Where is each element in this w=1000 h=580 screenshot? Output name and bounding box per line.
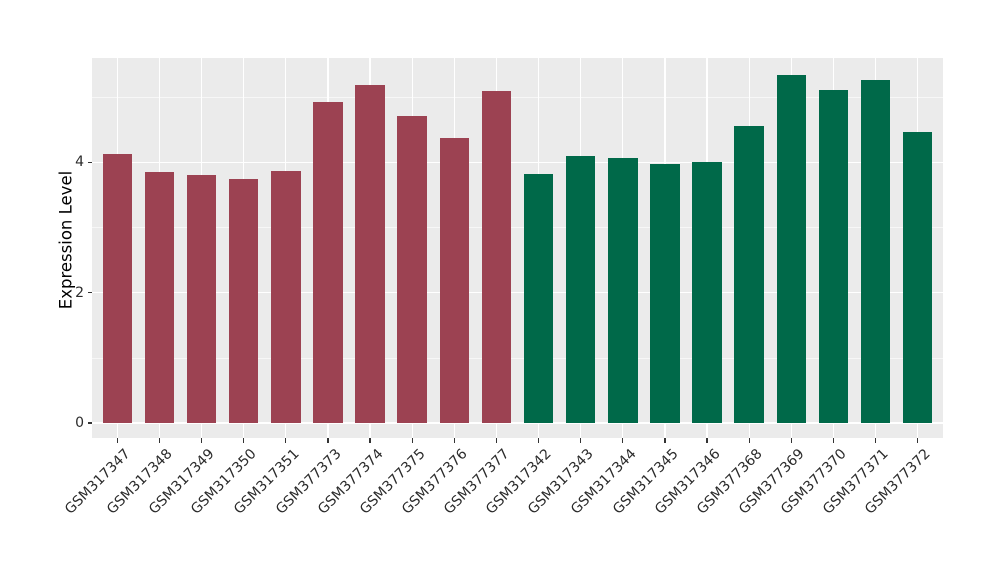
bar-GSM317347 — [102, 154, 133, 423]
y-tick-label: 0 — [75, 415, 84, 431]
x-tick-mark — [285, 438, 287, 443]
y-tick-mark — [87, 422, 92, 424]
bar-GSM377373 — [313, 102, 343, 423]
bar-GSM377376 — [439, 138, 470, 423]
y-tick-mark — [87, 161, 92, 163]
bar-GSM317351 — [271, 170, 301, 423]
bar-GSM317342 — [523, 174, 554, 423]
x-tick-mark — [158, 438, 160, 443]
bar-GSM317350 — [228, 178, 259, 423]
y-tick-label: 2 — [75, 284, 84, 301]
bar-GSM377368 — [734, 125, 764, 423]
bar-GSM317349 — [186, 174, 217, 423]
x-tick-mark — [790, 438, 792, 443]
minor-gridline — [92, 97, 943, 99]
bar-GSM377371 — [860, 80, 891, 423]
major-gridline — [92, 291, 943, 294]
bar-GSM377375 — [397, 116, 427, 423]
bar-GSM377374 — [355, 84, 385, 423]
x-tick-mark — [243, 438, 245, 443]
x-tick-mark — [537, 438, 540, 443]
bar-GSM317344 — [608, 158, 638, 423]
x-tick-mark — [580, 438, 582, 443]
bar-GSM317348 — [144, 172, 175, 423]
x-tick-mark — [874, 438, 877, 443]
bar-GSM317343 — [565, 155, 596, 423]
x-tick-mark — [327, 438, 329, 443]
x-tick-mark — [495, 438, 498, 443]
x-tick-mark — [832, 438, 835, 443]
plot-panel — [92, 58, 943, 438]
y-tick-label: 4 — [75, 154, 84, 171]
x-tick-mark — [411, 438, 413, 443]
y-tick-mark — [87, 292, 92, 294]
x-tick-mark — [200, 438, 203, 443]
bar-GSM377370 — [818, 89, 849, 423]
bar-GSM377377 — [481, 90, 512, 423]
x-tick-mark — [116, 438, 118, 443]
major-gridline — [92, 161, 943, 163]
x-tick-mark — [664, 438, 666, 443]
minor-gridline — [92, 357, 943, 359]
bar-GSM377372 — [902, 131, 933, 423]
x-tick-mark — [453, 438, 455, 443]
x-tick-mark — [622, 438, 624, 443]
minor-gridline — [92, 227, 943, 229]
bar-GSM377369 — [776, 74, 807, 423]
x-tick-mark — [369, 438, 371, 443]
bar-GSM317346 — [692, 162, 722, 423]
x-tick-mark — [917, 438, 919, 443]
major-gridline — [92, 422, 943, 424]
x-tick-mark — [706, 438, 708, 443]
bar-GSM317345 — [650, 163, 680, 423]
x-tick-mark — [748, 438, 750, 443]
